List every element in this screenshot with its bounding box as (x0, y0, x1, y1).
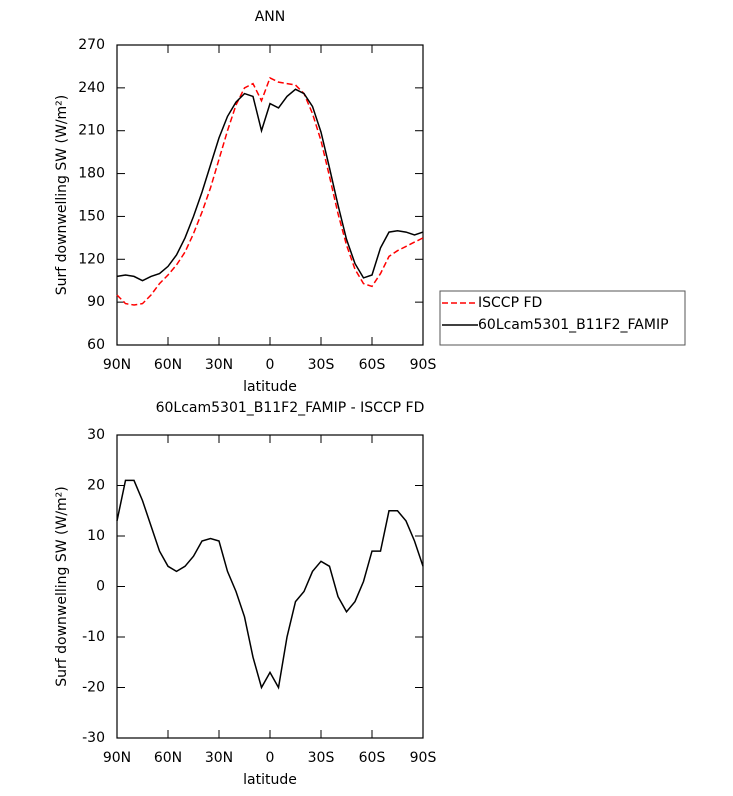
y-tick-label: 270 (78, 37, 105, 53)
y-axis-label: Surf downwelling SW (W/m²) (54, 486, 70, 687)
y-tick-label: 120 (78, 251, 105, 267)
y-tick-label: 150 (78, 208, 105, 224)
y-tick-label: 20 (87, 478, 105, 494)
data-line (116, 88, 424, 282)
chart-title: ANN (255, 9, 286, 25)
x-tick-label: 30S (308, 357, 335, 373)
x-tick-label: 30N (205, 357, 233, 373)
y-tick-label: -10 (82, 629, 105, 645)
y-tick-label: -30 (82, 730, 105, 746)
data-line (116, 479, 424, 690)
x-tick-label: 0 (266, 750, 275, 766)
legend-label: ISCCP FD (478, 295, 542, 311)
data-line (116, 76, 424, 306)
x-tick-label: 30S (308, 750, 335, 766)
x-axis-label: latitude (243, 379, 297, 395)
legend-label: 60Lcam5301_B11F2_FAMIP (478, 317, 669, 333)
x-tick-label: 90N (103, 750, 131, 766)
x-tick-label: 90S (410, 750, 437, 766)
y-tick-label: 180 (78, 166, 105, 182)
x-tick-label: 30N (205, 750, 233, 766)
y-tick-label: 90 (87, 294, 105, 310)
plot-frame (116, 44, 424, 346)
y-tick-label: 210 (78, 123, 105, 139)
chart-title: 60Lcam5301_B11F2_FAMIP - ISCCP FD (156, 400, 425, 416)
x-tick-label: 60N (154, 750, 182, 766)
y-axis-label: Surf downwelling SW (W/m²) (54, 95, 70, 296)
x-tick-label: 90N (103, 357, 131, 373)
y-tick-label: 10 (87, 528, 105, 544)
plot-frame (116, 434, 424, 739)
legend-frame (439, 290, 686, 346)
x-tick-label: 60N (154, 357, 182, 373)
y-tick-label: 60 (87, 337, 105, 353)
y-tick-label: 240 (78, 80, 105, 96)
x-tick-label: 60S (359, 357, 386, 373)
x-tick-label: 60S (359, 750, 386, 766)
x-tick-label: 90S (410, 357, 437, 373)
y-tick-label: -20 (82, 680, 105, 696)
y-tick-label: 30 (87, 427, 105, 443)
x-tick-label: 0 (266, 357, 275, 373)
x-axis-label: latitude (243, 772, 297, 788)
y-tick-label: 0 (96, 579, 105, 595)
